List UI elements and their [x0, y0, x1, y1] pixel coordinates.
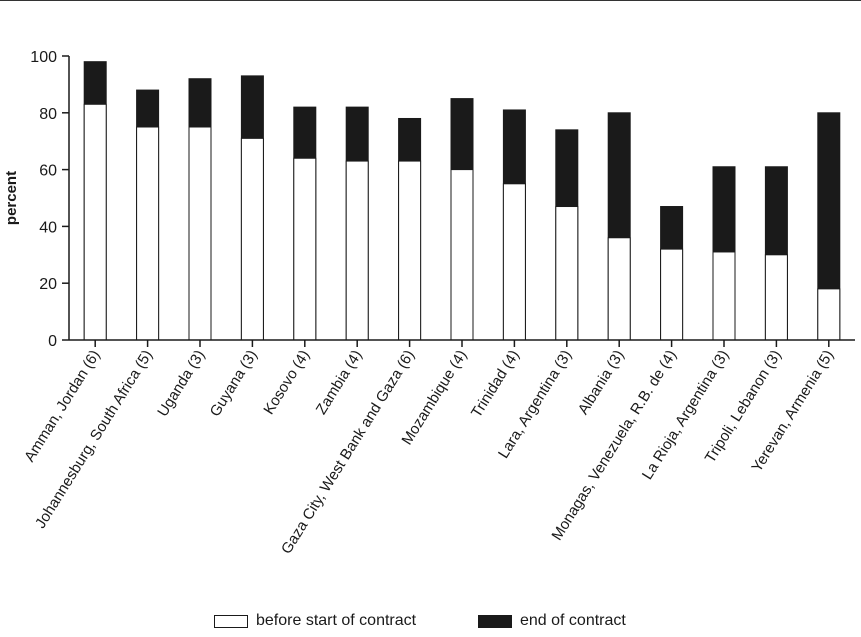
- legend-swatch-end: [478, 614, 512, 628]
- bars-group: [83, 61, 841, 341]
- bar-before-start: [345, 160, 369, 341]
- legend-swatch-before: [214, 614, 248, 628]
- y-axis-label: percent: [3, 171, 20, 225]
- bar-before-start: [660, 248, 684, 341]
- bar-before-start: [240, 137, 264, 341]
- bar-before-start: [502, 183, 526, 341]
- y-tick-label: 20: [39, 276, 57, 293]
- x-category-label: Kosovo (4): [260, 347, 313, 418]
- x-category-label: Uganda (3): [154, 347, 208, 420]
- x-category-label: Albania (3): [575, 347, 628, 418]
- x-category-label: Trinidad (4): [468, 347, 523, 421]
- x-axis-ticks: Amman, Jordan (6)Johannesburg, South Afr…: [21, 340, 837, 557]
- legend: before start of contract end of contract: [0, 612, 861, 636]
- legend-item-end: end of contract: [478, 612, 626, 630]
- bar-before-start: [83, 103, 107, 341]
- bar-before-start: [293, 157, 317, 341]
- top-rule: [0, 0, 861, 1]
- y-tick-label: 100: [30, 49, 57, 66]
- legend-item-before: before start of contract: [214, 612, 416, 630]
- bar-before-start: [764, 254, 788, 341]
- bar-before-start: [136, 126, 160, 341]
- bar-before-start: [450, 169, 474, 341]
- y-tick-label: 0: [48, 333, 57, 350]
- bar-before-start: [188, 126, 212, 341]
- y-tick-label: 40: [39, 219, 57, 236]
- x-category-label: Zambia (4): [313, 347, 366, 418]
- bar-before-start: [712, 251, 736, 341]
- legend-label-end: end of contract: [520, 612, 626, 629]
- bar-before-start: [607, 237, 631, 341]
- bar-before-start: [398, 160, 422, 341]
- y-tick-label: 80: [39, 106, 57, 123]
- chart-plot: 0 20 40 60 80 100 Amman, Jordan (6)Johannesbu…: [3, 49, 855, 557]
- bar-before-start: [555, 206, 579, 341]
- x-category-label: Guyana (3): [207, 347, 261, 420]
- y-axis-ticks: 0 20 40 60 80 100: [30, 49, 69, 350]
- legend-label-before: before start of contract: [256, 612, 417, 629]
- y-tick-label: 60: [39, 163, 57, 180]
- bar-before-start: [817, 288, 841, 341]
